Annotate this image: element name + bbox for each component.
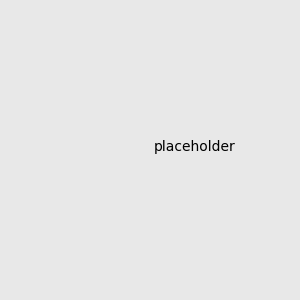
Text: placeholder: placeholder <box>154 140 236 154</box>
